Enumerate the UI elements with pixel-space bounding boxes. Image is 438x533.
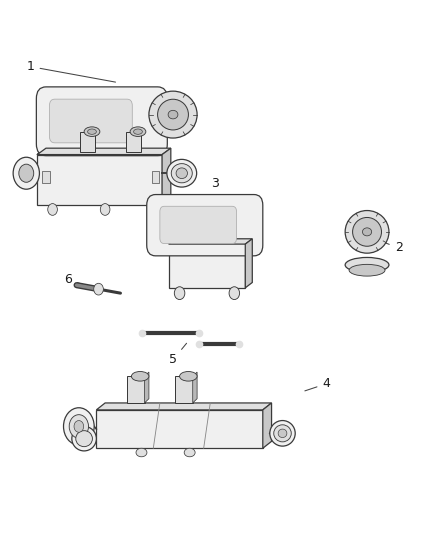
Ellipse shape	[130, 127, 146, 136]
Text: 6: 6	[64, 273, 92, 287]
Circle shape	[174, 287, 185, 300]
Bar	[127, 376, 145, 403]
FancyBboxPatch shape	[36, 87, 167, 156]
Circle shape	[19, 164, 34, 182]
Bar	[96, 410, 263, 448]
Polygon shape	[155, 245, 262, 251]
Ellipse shape	[180, 372, 197, 381]
Ellipse shape	[184, 448, 195, 457]
Ellipse shape	[171, 164, 192, 183]
Bar	[152, 171, 159, 183]
Ellipse shape	[158, 99, 188, 130]
FancyBboxPatch shape	[147, 195, 263, 256]
Polygon shape	[263, 403, 272, 448]
Ellipse shape	[149, 91, 197, 138]
Ellipse shape	[345, 257, 389, 272]
Ellipse shape	[345, 211, 389, 253]
Ellipse shape	[88, 129, 96, 134]
Circle shape	[48, 204, 57, 215]
Bar	[175, 376, 193, 403]
FancyBboxPatch shape	[49, 99, 132, 143]
Ellipse shape	[168, 110, 178, 119]
Bar	[126, 132, 141, 152]
Circle shape	[64, 408, 94, 445]
FancyBboxPatch shape	[160, 206, 237, 244]
Polygon shape	[46, 144, 166, 149]
Circle shape	[94, 284, 103, 295]
Text: 2: 2	[373, 238, 403, 254]
Bar	[80, 132, 95, 152]
Ellipse shape	[362, 228, 371, 236]
Ellipse shape	[349, 264, 385, 276]
Polygon shape	[162, 148, 171, 205]
Circle shape	[74, 421, 84, 432]
Ellipse shape	[167, 159, 197, 187]
Text: 5: 5	[169, 343, 187, 366]
Polygon shape	[193, 372, 197, 403]
Circle shape	[100, 204, 110, 215]
Ellipse shape	[176, 168, 187, 179]
Ellipse shape	[278, 429, 287, 438]
Ellipse shape	[136, 448, 147, 457]
Text: 1: 1	[27, 60, 116, 82]
Circle shape	[69, 415, 88, 438]
Circle shape	[229, 287, 240, 300]
Ellipse shape	[274, 425, 291, 442]
Polygon shape	[245, 239, 252, 288]
Ellipse shape	[76, 431, 92, 447]
Ellipse shape	[134, 129, 142, 134]
Polygon shape	[37, 148, 171, 155]
Ellipse shape	[353, 217, 381, 246]
Ellipse shape	[72, 426, 96, 451]
Polygon shape	[169, 239, 252, 244]
Ellipse shape	[131, 372, 149, 381]
Circle shape	[13, 157, 39, 189]
Bar	[169, 244, 245, 288]
Polygon shape	[96, 403, 272, 410]
Bar	[42, 171, 50, 183]
Ellipse shape	[84, 127, 100, 136]
Text: 4: 4	[305, 377, 330, 391]
Ellipse shape	[270, 421, 295, 446]
Polygon shape	[145, 372, 149, 403]
Bar	[37, 155, 162, 205]
Text: 3: 3	[211, 177, 228, 203]
